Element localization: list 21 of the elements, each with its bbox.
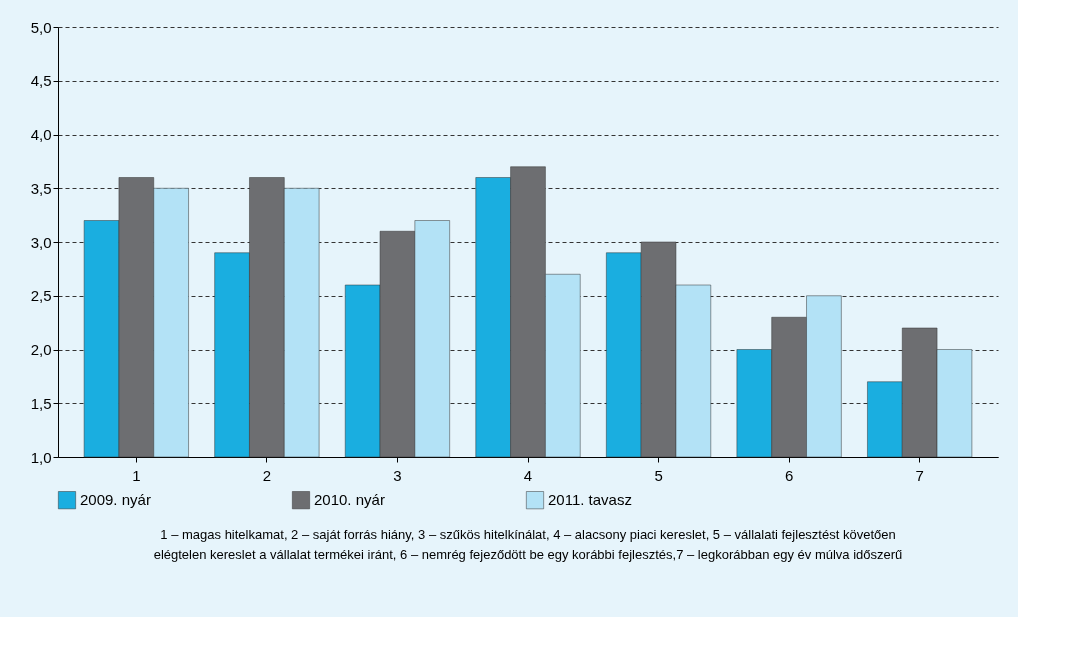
x-tick-label: 6 xyxy=(784,466,794,484)
y-tick-label: 2,0 xyxy=(30,341,52,358)
legend-label: 2011. tavasz xyxy=(548,491,632,509)
y-tick-label: 1,0 xyxy=(30,448,52,466)
y-tick-label: 3,0 xyxy=(30,233,52,251)
x-tick-label: 4 xyxy=(523,466,533,484)
y-tick-label: 2,5 xyxy=(30,287,52,305)
x-tick-label: 1 xyxy=(132,466,141,484)
y-tick-label: 3,5 xyxy=(30,179,52,197)
text: 1 – magas hitelkamat, 2 – saját forrás hiány, 3 – szűkös hitelkínálat, 4 – alacsony piaci kereslet, 5 – vállalati fejlesztést követően xyxy=(160,527,896,542)
y-tick-label: 1,5 xyxy=(30,394,52,412)
y-tick-label: 4,0 xyxy=(30,126,52,143)
text: elégtelen kereslet a vállalat termékei iránt, 6 – nemrég fejeződött be egy korábbi fejlesztés,7 – legkorábban egy év múlva időszerű xyxy=(153,547,903,562)
x-tick-label: 7 xyxy=(915,466,924,484)
y-tick-label: 5,0 xyxy=(30,18,52,36)
y-tick-label: 4,5 xyxy=(30,72,52,90)
legend-label: 2009. nyár xyxy=(80,491,151,509)
x-tick-label: 5 xyxy=(654,466,663,484)
legend-label: 2010. nyár xyxy=(314,491,385,509)
x-tick-label: 3 xyxy=(393,466,402,484)
x-tick-label: 2 xyxy=(262,466,272,484)
